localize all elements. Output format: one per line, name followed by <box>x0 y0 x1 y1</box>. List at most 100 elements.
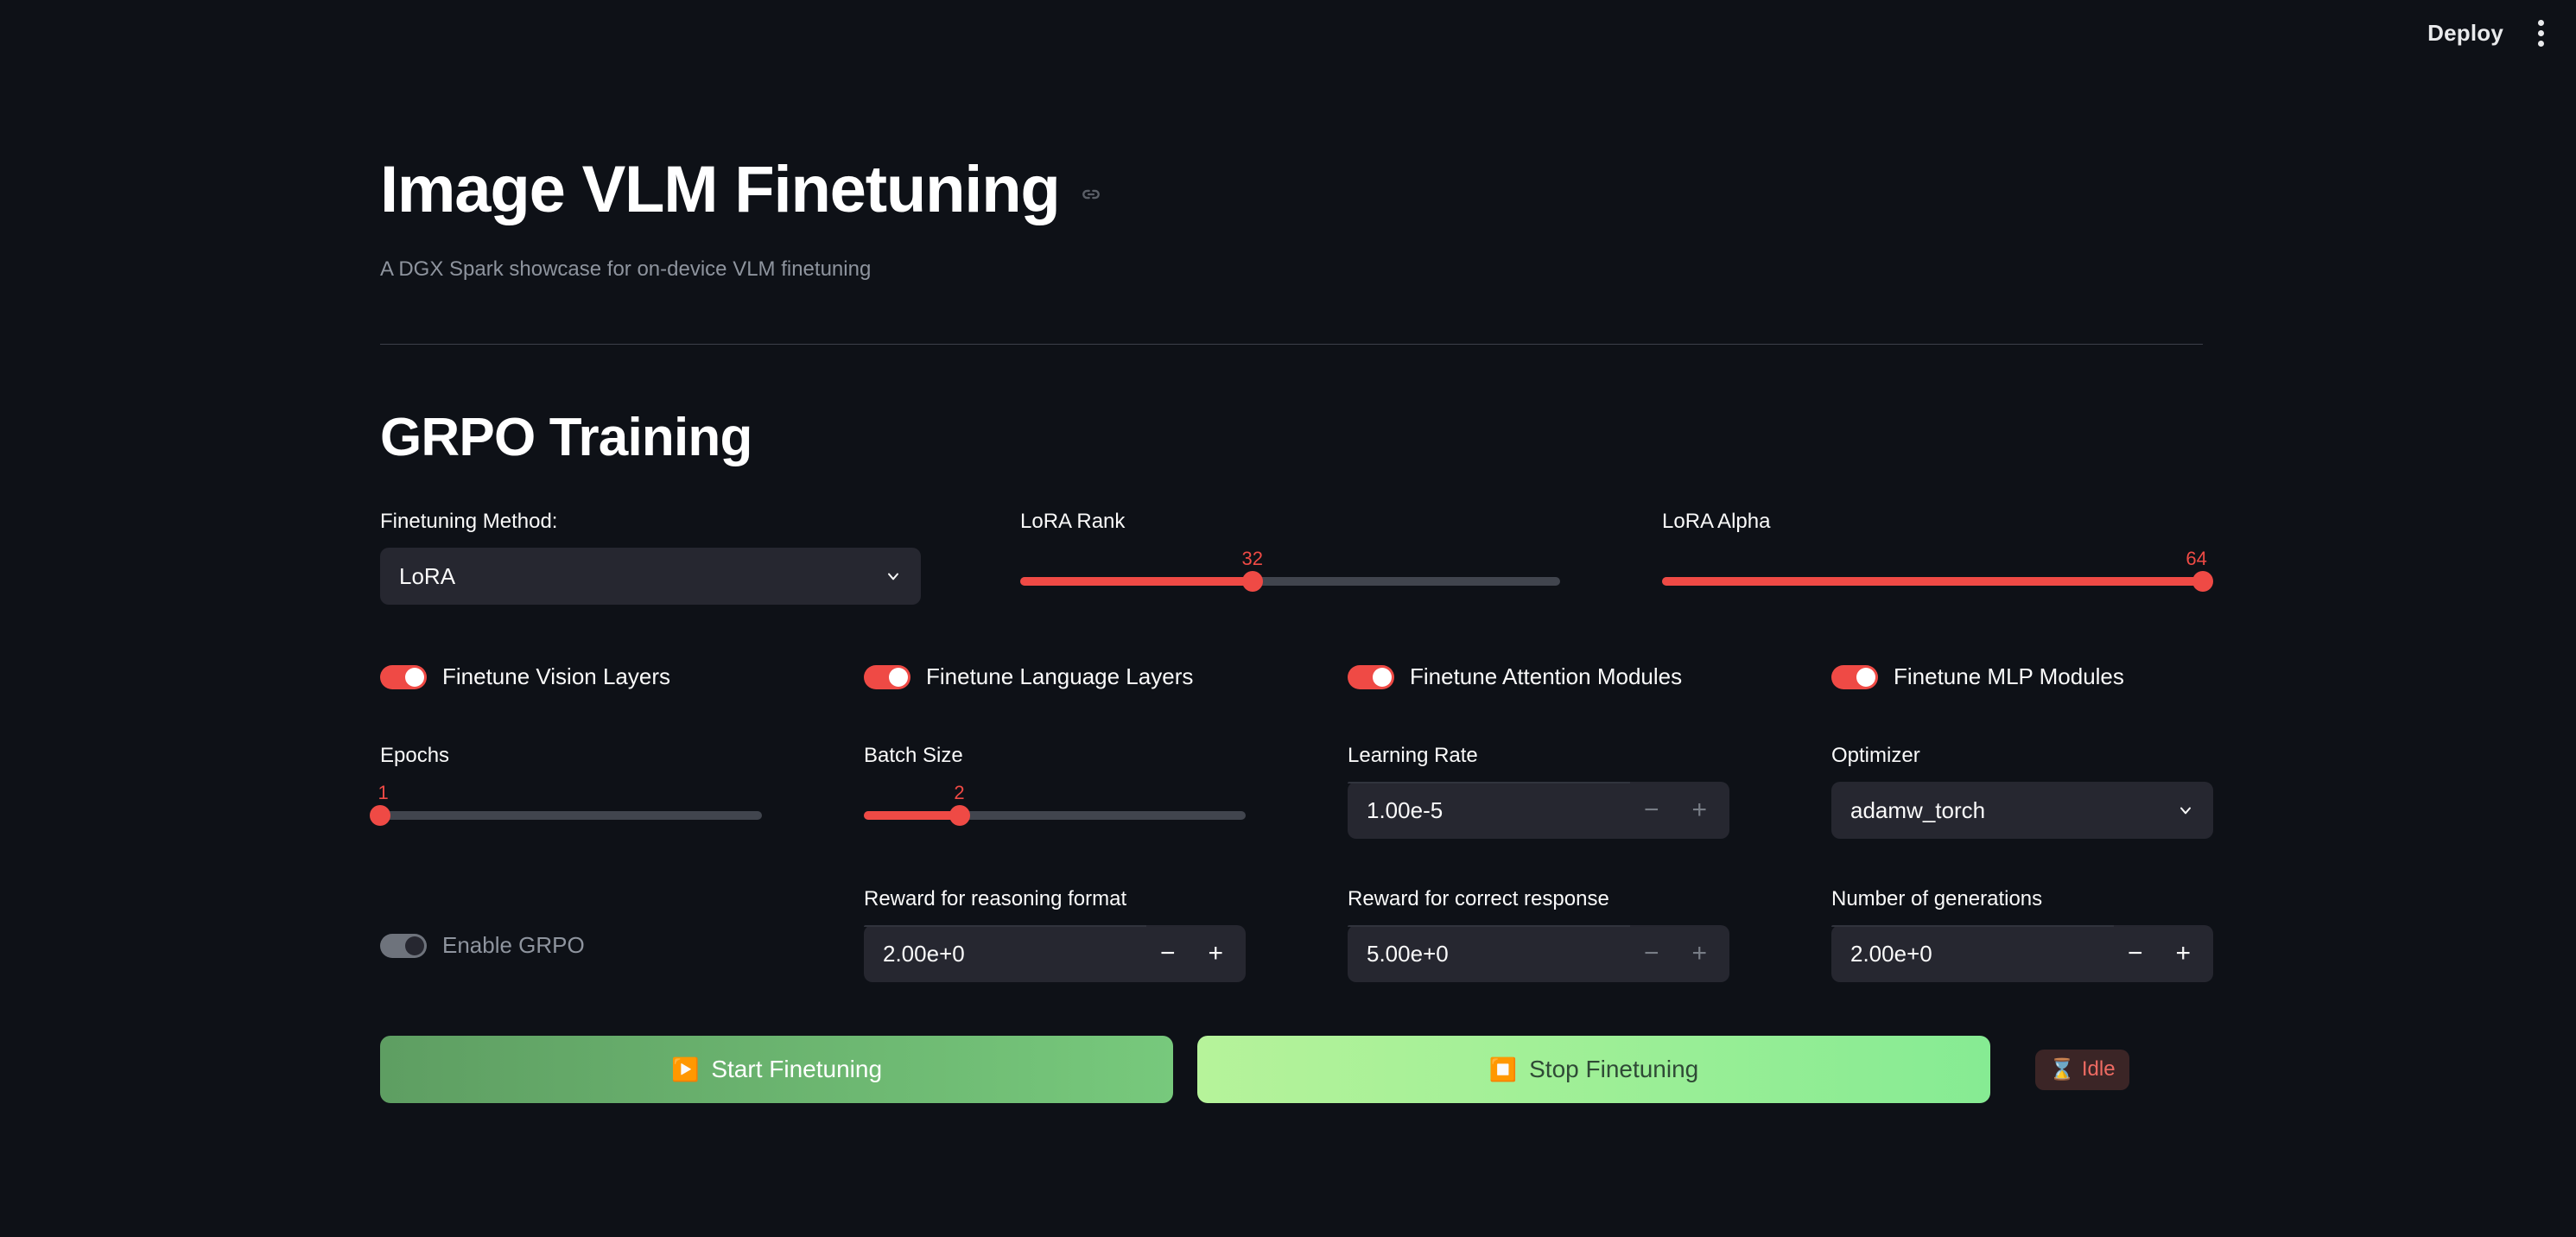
toggle-switch-attention[interactable] <box>1348 664 1394 689</box>
enable-grpo-field: Enable GRPO <box>380 887 864 982</box>
toggle-label-grpo: Enable GRPO <box>442 932 585 958</box>
lora-alpha-thumb[interactable] <box>2192 571 2213 592</box>
epochs-slider[interactable]: 1 <box>370 782 762 826</box>
toggle-enable-grpo: Enable GRPO <box>380 932 864 959</box>
learning-rate-increment-button[interactable]: + <box>1691 796 1707 824</box>
learning-rate-label: Learning Rate <box>1348 744 1478 767</box>
lora-rank-track[interactable] <box>1020 571 1560 592</box>
toggle-mlp-modules[interactable]: Finetune MLP Modules <box>1831 663 2203 690</box>
hourglass-icon: ⌛ <box>2049 1057 2075 1082</box>
switch-knob <box>889 667 908 687</box>
num-generations-value[interactable]: 2.00e+0 <box>1850 940 1932 967</box>
toggle-label-language: Finetune Language Layers <box>926 663 1194 689</box>
lora-rank-slider[interactable]: 32 <box>1020 548 1560 592</box>
num-generations-decrement-button[interactable]: − <box>2127 939 2143 967</box>
reward-correct-decrement-button[interactable]: − <box>1643 939 1659 967</box>
batch-size-fill <box>864 811 960 820</box>
reward-reasoning-stepper[interactable]: 2.00e+0 − + <box>864 925 1246 982</box>
lora-rank-thumb[interactable] <box>1241 571 1263 592</box>
reward-correct-increment-button[interactable]: + <box>1691 939 1707 967</box>
learning-rate-stepper[interactable]: 1.00e-5 − + <box>1348 782 1729 839</box>
action-buttons-row: ▶️ Start Finetuning ⏹️ Stop Finetuning ⌛… <box>380 1036 2203 1103</box>
switch-knob <box>405 936 424 955</box>
reward-correct-field: Reward for correct response 5.00e+0 − + <box>1348 887 1831 982</box>
num-generations-field: Number of generations 2.00e+0 − + <box>1831 887 2213 982</box>
toggle-switch-vision[interactable] <box>380 664 427 689</box>
learning-rate-decrement-button[interactable]: − <box>1643 796 1659 824</box>
chevron-down-icon <box>888 573 898 580</box>
stop-finetuning-button[interactable]: ⏹️ Stop Finetuning <box>1197 1036 1990 1103</box>
toggle-switch-grpo[interactable] <box>380 933 427 958</box>
section-title: GRPO Training <box>380 408 752 467</box>
toggle-label-vision: Finetune Vision Layers <box>442 663 671 689</box>
learning-rate-value[interactable]: 1.00e-5 <box>1367 796 1443 823</box>
chevron-down-icon <box>2180 807 2191 815</box>
learning-rate-field: Learning Rate 1.00e-5 − + <box>1348 744 1831 839</box>
finetuning-method-select[interactable]: LoRA <box>380 548 921 605</box>
reward-reasoning-value[interactable]: 2.00e+0 <box>883 940 965 967</box>
lora-alpha-track[interactable] <box>1662 571 2213 592</box>
kebab-menu-icon[interactable] <box>2536 19 2545 47</box>
status-label: Idle <box>2081 1057 2116 1081</box>
epochs-thumb[interactable] <box>370 805 390 826</box>
top-bar: Deploy <box>0 0 2576 66</box>
lora-rank-field: LoRA Rank 32 <box>1020 510 1560 605</box>
batch-size-track[interactable] <box>864 805 1246 826</box>
toggle-switch-mlp[interactable] <box>1831 664 1878 689</box>
toggle-label-attention: Finetune Attention Modules <box>1410 663 1683 689</box>
kebab-dot <box>2537 40 2544 47</box>
lora-alpha-slider[interactable]: 64 <box>1662 548 2213 592</box>
switch-knob <box>405 667 424 687</box>
deploy-button[interactable]: Deploy <box>2427 19 2503 46</box>
toggle-attention-modules[interactable]: Finetune Attention Modules <box>1348 663 1831 690</box>
toggle-switch-language[interactable] <box>864 664 910 689</box>
reward-reasoning-field: Reward for reasoning format 2.00e+0 − + <box>864 887 1348 982</box>
reward-correct-stepper[interactable]: 5.00e+0 − + <box>1348 925 1729 982</box>
finetuning-method-value: LoRA <box>399 562 456 589</box>
reward-reasoning-label: Reward for reasoning format <box>864 887 1127 910</box>
optimizer-value: adamw_torch <box>1850 796 1986 823</box>
reward-correct-label: Reward for correct response <box>1348 887 1609 910</box>
lora-rank-value: 32 <box>1241 548 1263 569</box>
toggle-label-mlp: Finetune MLP Modules <box>1894 663 2124 689</box>
header-divider <box>380 344 2203 345</box>
stop-finetuning-label: Stop Finetuning <box>1529 1056 1699 1082</box>
finetuning-method-field: Finetuning Method: LoRA <box>380 510 921 605</box>
batch-size-value: 2 <box>954 782 965 803</box>
start-finetuning-label: Start Finetuning <box>711 1056 883 1082</box>
status-badge: ⌛ Idle <box>2035 1049 2129 1090</box>
optimizer-select[interactable]: adamw_torch <box>1831 782 2213 839</box>
switch-knob <box>1373 667 1392 687</box>
start-finetuning-button[interactable]: ▶️ Start Finetuning <box>380 1036 1173 1103</box>
toggle-vision-layers[interactable]: Finetune Vision Layers <box>380 663 864 690</box>
epochs-track[interactable] <box>370 805 762 826</box>
lora-alpha-fill <box>1662 577 2203 586</box>
switch-knob <box>1856 667 1875 687</box>
num-generations-increment-button[interactable]: + <box>2175 939 2191 967</box>
training-params-row: Epochs 1 Batch Size 2 Learning Rate <box>370 744 2213 839</box>
num-generations-stepper[interactable]: 2.00e+0 − + <box>1831 925 2213 982</box>
batch-size-label: Batch Size <box>864 744 963 767</box>
play-icon: ▶️ <box>670 1056 700 1082</box>
reward-correct-value[interactable]: 5.00e+0 <box>1367 940 1449 967</box>
page-container: Image VLM Finetuning A DGX Spark showcas… <box>370 0 2213 1103</box>
finetuning-method-label: Finetuning Method: <box>380 510 558 533</box>
lora-alpha-field: LoRA Alpha 64 <box>1662 510 2213 605</box>
kebab-dot <box>2537 29 2544 36</box>
reward-reasoning-decrement-button[interactable]: − <box>1159 939 1176 967</box>
toggle-language-layers[interactable]: Finetune Language Layers <box>864 663 1348 690</box>
epochs-value: 1 <box>378 782 389 803</box>
batch-size-field: Batch Size 2 <box>864 744 1348 839</box>
page-subtitle: A DGX Spark showcase for on-device VLM f… <box>380 257 872 281</box>
optimizer-label: Optimizer <box>1831 744 1920 767</box>
link-icon[interactable] <box>1079 182 1103 206</box>
module-toggles-row: Finetune Vision Layers Finetune Language… <box>380 663 2203 690</box>
epochs-label: Epochs <box>380 744 450 767</box>
epochs-field: Epochs 1 <box>370 744 864 839</box>
batch-size-thumb[interactable] <box>949 805 970 826</box>
reward-reasoning-increment-button[interactable]: + <box>1208 939 1223 967</box>
batch-size-slider[interactable]: 2 <box>864 782 1246 826</box>
lora-alpha-value: 64 <box>2186 548 2207 569</box>
config-row-1: Finetuning Method: LoRA LoRA Rank 32 LoR… <box>380 510 2213 605</box>
optimizer-field: Optimizer adamw_torch <box>1831 744 2213 839</box>
